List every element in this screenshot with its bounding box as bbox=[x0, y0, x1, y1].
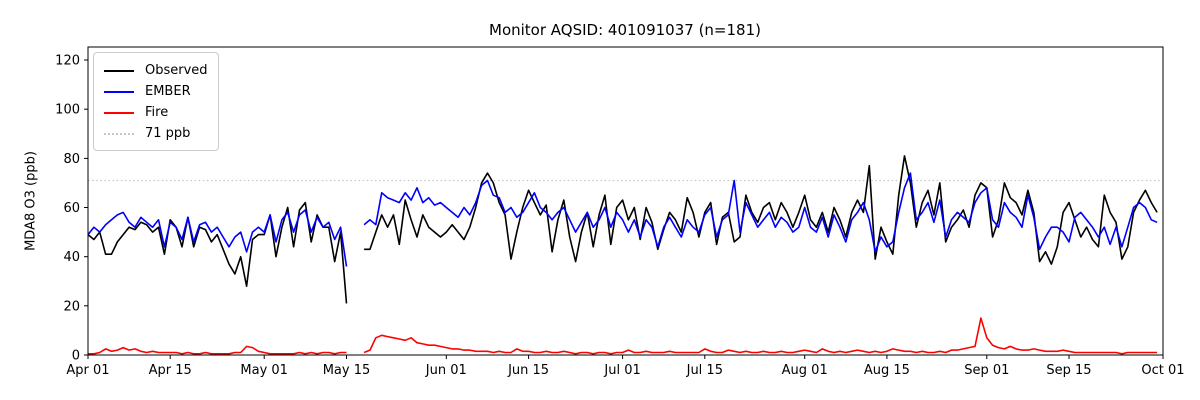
legend-item: EMBER bbox=[104, 81, 208, 102]
x-tick-label: Jun 01 bbox=[425, 363, 467, 378]
legend-label: 71 ppb bbox=[145, 126, 191, 141]
legend-line-sample-ember bbox=[104, 90, 134, 93]
legend-line-sample-observed bbox=[104, 69, 134, 72]
chart-title: Monitor AQSID: 401091037 (n=181) bbox=[489, 21, 761, 39]
x-tick-label: Sep 15 bbox=[1046, 363, 1091, 378]
x-tick-label: Apr 01 bbox=[66, 363, 109, 378]
y-tick-label: 100 bbox=[55, 103, 80, 118]
x-tick-label: Aug 01 bbox=[782, 363, 828, 378]
x-tick-label: Oct 01 bbox=[1141, 363, 1184, 378]
y-tick-label: 40 bbox=[63, 250, 80, 265]
legend-item: 71 ppb bbox=[104, 123, 208, 144]
legend-item: Observed bbox=[104, 60, 208, 81]
x-tick-label: Apr 15 bbox=[149, 363, 192, 378]
series-line-fire bbox=[88, 317, 1158, 355]
legend-label: Observed bbox=[145, 63, 208, 78]
legend-label: Fire bbox=[145, 105, 169, 120]
y-tick-label: 60 bbox=[63, 201, 80, 216]
y-tick-label: 120 bbox=[55, 54, 80, 69]
x-tick-label: Jul 15 bbox=[686, 363, 723, 378]
x-tick-label: May 01 bbox=[240, 363, 288, 378]
y-tick-label: 80 bbox=[63, 152, 80, 167]
x-tick-label: Jul 01 bbox=[603, 363, 640, 378]
x-tick-label: Sep 01 bbox=[964, 363, 1009, 378]
y-tick-label: 20 bbox=[63, 299, 80, 314]
legend-line-sample-71-ppb bbox=[104, 132, 134, 135]
legend-item: Fire bbox=[104, 102, 208, 123]
x-tick-label: May 15 bbox=[323, 363, 371, 378]
x-tick-label: Jun 15 bbox=[507, 363, 549, 378]
series-line-ember bbox=[87, 172, 1158, 267]
legend-line-sample-fire bbox=[104, 111, 134, 114]
series-line-observed bbox=[87, 155, 1158, 304]
legend: Observed EMBER Fire 71 ppb bbox=[93, 52, 219, 151]
legend-label: EMBER bbox=[145, 84, 191, 99]
plot-frame bbox=[87, 46, 1164, 356]
x-tick-label: Aug 15 bbox=[864, 363, 910, 378]
y-tick-label: 0 bbox=[72, 349, 80, 364]
